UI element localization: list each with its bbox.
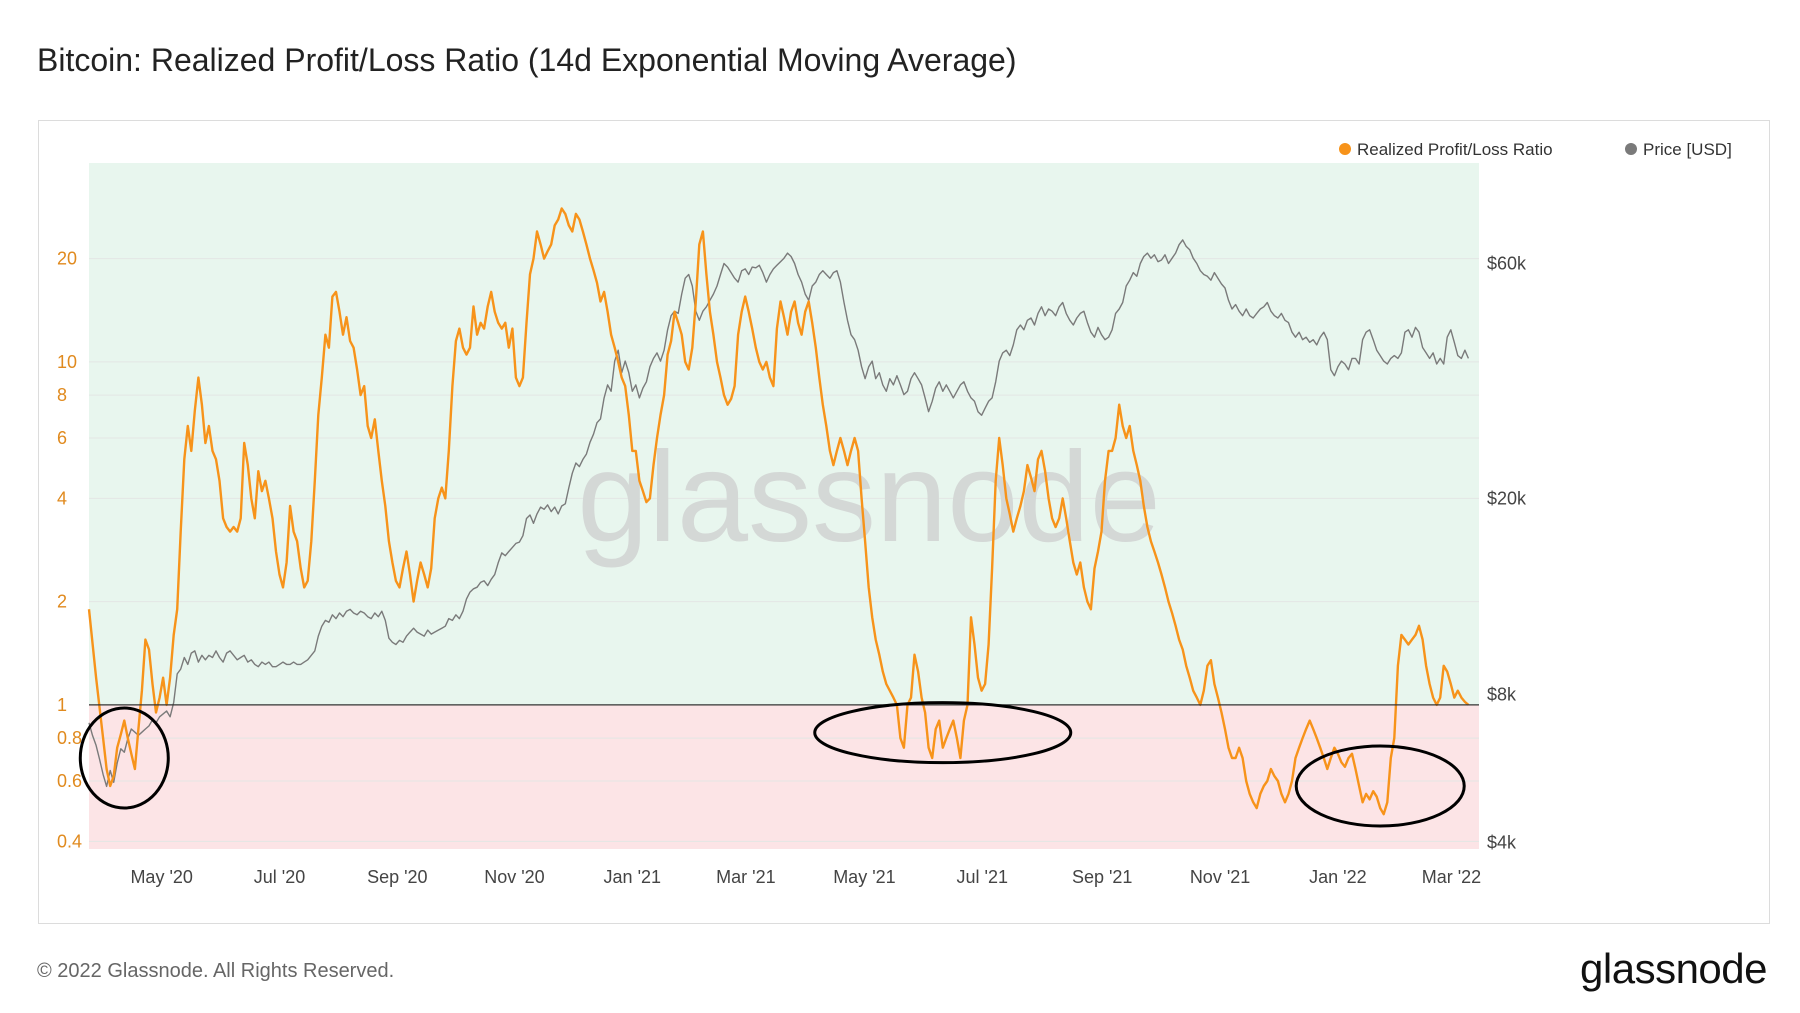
legend-dot-icon — [1339, 143, 1351, 155]
left-axis-tick-label: 0.4 — [57, 831, 82, 851]
right-axis-tick-label: $4k — [1487, 832, 1517, 852]
left-axis-tick-label: 4 — [57, 488, 67, 508]
right-axis-tick-label: $60k — [1487, 253, 1527, 273]
legend-label: Realized Profit/Loss Ratio — [1357, 140, 1553, 159]
left-axis-tick-label: 10 — [57, 352, 77, 372]
highlight-ellipse — [813, 701, 1073, 765]
x-axis-tick-label: May '21 — [833, 867, 895, 887]
legend-item[interactable]: Realized Profit/Loss Ratio — [1339, 140, 1553, 159]
watermark: glassnode — [577, 426, 1161, 569]
brand-logo: glassnode — [1580, 945, 1767, 992]
x-axis-tick-label: Nov '21 — [1190, 867, 1250, 887]
left-axis-tick-label: 6 — [57, 428, 67, 448]
left-axis-tick-label: 20 — [57, 249, 77, 269]
highlight-ellipse — [78, 706, 170, 810]
x-axis-tick-label: Jul '20 — [254, 867, 305, 887]
x-axis-tick-label: Mar '21 — [716, 867, 775, 887]
price-series-line — [88, 239, 1470, 788]
legend-label: Price [USD] — [1643, 140, 1732, 159]
right-axis-tick-label: $8k — [1487, 684, 1517, 704]
x-axis-tick-label: May '20 — [130, 867, 192, 887]
x-axis-tick-label: Sep '20 — [367, 867, 428, 887]
x-axis-tick-label: Nov '20 — [484, 867, 544, 887]
loss-zone — [89, 704, 1479, 849]
highlight-ellipse — [1294, 744, 1466, 828]
left-axis-tick-label: 0.8 — [57, 728, 82, 748]
left-axis-tick-label: 2 — [57, 592, 67, 612]
legend-item[interactable]: Price [USD] — [1625, 140, 1732, 159]
left-axis-tick-label: 8 — [57, 385, 67, 405]
left-axis-tick-label: 0.6 — [57, 771, 82, 791]
chart-frame: glassnode 0.4 0.6 0.8 1 2 4 6 8 10 20 $4k $8k $20k $… — [38, 120, 1770, 924]
x-axis-tick-label: Jan '21 — [604, 867, 661, 887]
chart: glassnode 0.4 0.6 0.8 1 2 4 6 8 10 20 $4k $8k $20k $… — [57, 140, 1732, 887]
x-axis-tick-label: Jul '21 — [957, 867, 1008, 887]
x-axis-tick-label: Mar '22 — [1422, 867, 1481, 887]
x-axis-tick-label: Jan '22 — [1309, 867, 1366, 887]
legend-dot-icon — [1625, 143, 1637, 155]
left-axis-tick-label: 1 — [57, 695, 67, 715]
right-axis-tick-label: $20k — [1487, 488, 1527, 508]
ratio-series-line — [87, 207, 1470, 816]
x-axis-tick-label: Sep '21 — [1072, 867, 1133, 887]
copyright-text: © 2022 Glassnode. All Rights Reserved. — [37, 960, 395, 982]
page-title: Bitcoin: Realized Profit/Loss Ratio (14d… — [37, 42, 1017, 78]
profit-zone — [89, 163, 1479, 705]
